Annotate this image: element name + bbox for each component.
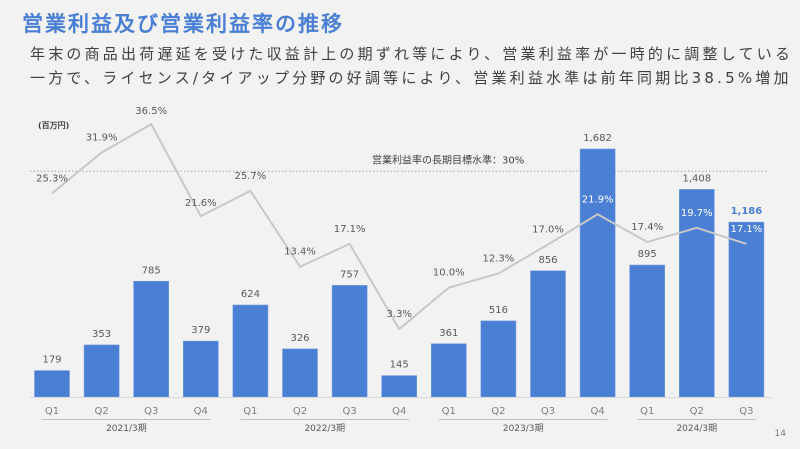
target-label: 営業利益率の長期目標水準：30% (372, 153, 524, 166)
bar-value-label: 1,186 (731, 206, 763, 217)
margin-value-label: 17.1% (731, 224, 763, 235)
bar-operating-profit (728, 221, 765, 398)
x-tick-label: Q2 (491, 406, 505, 417)
x-tick-label: Q3 (541, 406, 555, 417)
bar-value-label: 353 (92, 329, 111, 340)
subtitle-line-1: 年末の商品出荷遅延を受けた収益計上の期ずれ等により、営業利益率が一時的に調整して… (30, 45, 794, 63)
bar-operating-profit (579, 148, 616, 398)
bar-operating-profit (430, 343, 467, 398)
bar-operating-profit (331, 285, 368, 398)
bar-value-label: 624 (241, 289, 260, 300)
margin-value-label: 21.6% (185, 198, 217, 209)
bar-value-label: 326 (290, 333, 309, 344)
bar-value-label: 145 (390, 360, 409, 371)
fiscal-year-label: 2024/3期 (676, 423, 717, 434)
margin-value-label: 25.7% (235, 171, 267, 182)
bar-operating-profit (133, 280, 169, 398)
bar-value-label: 895 (638, 249, 657, 260)
bar-operating-profit (480, 320, 517, 398)
margin-value-label: 10.0% (433, 268, 465, 279)
fiscal-year-label: 2021/3期 (106, 423, 147, 434)
margin-value-label: 13.4% (284, 247, 316, 258)
margin-value-label: 17.1% (334, 224, 366, 235)
bar-value-label: 179 (42, 355, 61, 366)
margin-value-label: 12.3% (483, 254, 515, 265)
bar-operating-profit (282, 348, 318, 398)
unit-label: (百万円) (38, 121, 69, 130)
x-tick-label: Q1 (442, 406, 456, 417)
bar-operating-profit (34, 370, 70, 398)
x-tick-label: Q4 (590, 406, 604, 417)
margin-value-label: 17.4% (631, 222, 663, 233)
bar-value-label: 516 (489, 305, 508, 316)
bar-value-label: 1,408 (682, 173, 711, 184)
bar-operating-profit (629, 264, 666, 398)
margin-value-label: 19.7% (681, 208, 713, 219)
fiscal-year-label: 2022/3期 (304, 423, 345, 434)
x-tick-label: Q2 (690, 406, 704, 417)
x-tick-label: Q2 (293, 406, 307, 417)
margin-value-label: 25.3% (36, 173, 68, 184)
bar-operating-profit (232, 304, 269, 398)
fiscal-year-label: 2023/3期 (503, 423, 544, 434)
subtitle-line-2: 一方で、ライセンス/タイアップ分野の好調等により、営業利益水準は前年同期比38.… (30, 69, 792, 87)
line-operating-margin (51, 122, 747, 331)
margin-value-label: 17.0% (532, 225, 564, 236)
x-tick-label: Q4 (392, 406, 406, 417)
page-number: 14 (774, 429, 786, 439)
bar-value-label: 757 (340, 269, 359, 280)
bar-operating-profit (183, 340, 219, 398)
bar-operating-profit (83, 344, 120, 398)
x-tick-label: Q2 (94, 406, 108, 417)
x-tick-label: Q3 (342, 406, 356, 417)
x-tick-label: Q1 (640, 406, 654, 417)
x-tick-label: Q4 (194, 406, 208, 417)
margin-value-label: 36.5% (135, 106, 167, 117)
bar-operating-profit (678, 189, 715, 398)
margin-value-label: 31.9% (86, 133, 118, 144)
margin-value-label: 21.9% (582, 194, 614, 205)
bar-value-label: 379 (191, 325, 210, 336)
slide-title: 営業利益及び営業利益率の推移 (22, 12, 344, 36)
x-tick-label: Q1 (45, 406, 59, 417)
bar-value-label: 785 (142, 265, 161, 276)
bar-operating-profit (530, 270, 566, 398)
x-tick-label: Q3 (144, 406, 158, 417)
bar-operating-profit (381, 375, 418, 398)
x-tick-label: Q3 (739, 406, 753, 417)
bar-value-label: 1,682 (583, 133, 612, 144)
bar-value-label: 361 (439, 328, 458, 339)
x-tick-label: Q1 (243, 406, 257, 417)
bar-value-label: 856 (538, 255, 557, 266)
margin-value-label: 3.3% (386, 309, 411, 320)
